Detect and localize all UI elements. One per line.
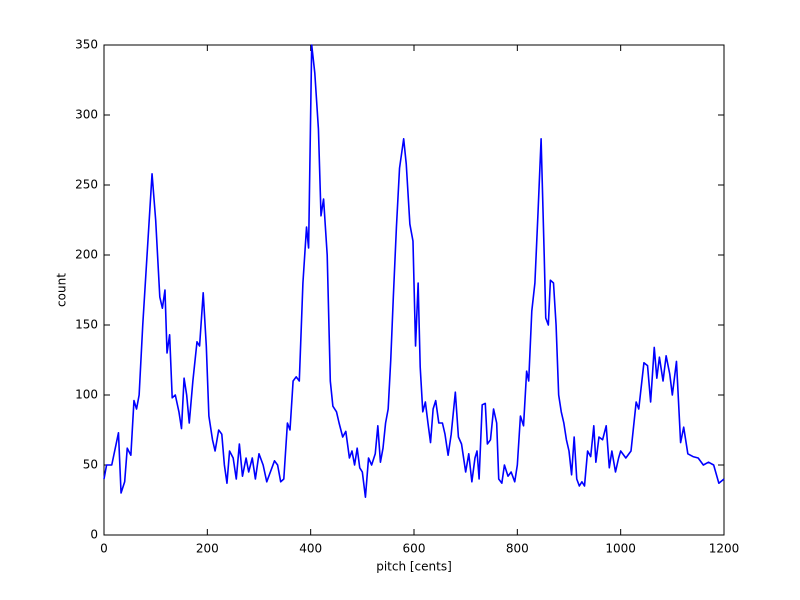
- x-tick-label: 0: [100, 542, 108, 556]
- x-tick-label: 1000: [605, 542, 636, 556]
- y-tick-label: 50: [83, 458, 98, 472]
- y-tick-label: 0: [90, 528, 98, 542]
- y-tick-label: 350: [75, 38, 98, 52]
- x-tick-label: 400: [299, 542, 322, 556]
- y-tick-label: 150: [75, 318, 98, 332]
- x-tick-label: 1200: [709, 542, 740, 556]
- y-tick-label: 250: [75, 178, 98, 192]
- y-tick-label: 100: [75, 388, 98, 402]
- x-tick-label: 800: [506, 542, 529, 556]
- y-tick-label: 300: [75, 108, 98, 122]
- x-axis-label: pitch [cents]: [376, 560, 452, 574]
- data-line: [103, 44, 725, 498]
- x-tick-label: 200: [196, 542, 219, 556]
- y-tick-label: 200: [75, 248, 98, 262]
- x-tick-label: 600: [403, 542, 426, 556]
- y-axis-label: count: [55, 273, 69, 307]
